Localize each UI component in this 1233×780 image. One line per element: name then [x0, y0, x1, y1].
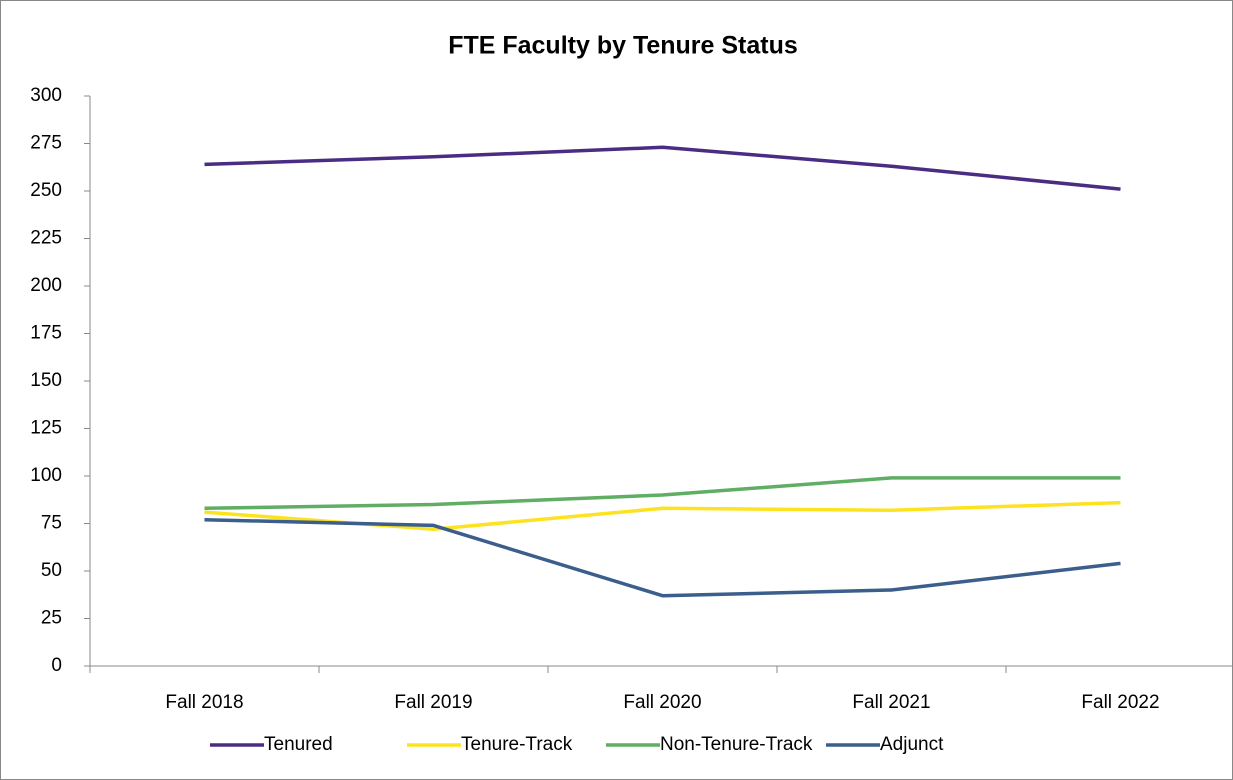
y-tick-label: 125: [30, 418, 62, 439]
legend-label: Non-Tenure-Track: [660, 734, 813, 755]
series-line: [204, 517, 1121, 598]
y-tick-label: 200: [30, 275, 62, 296]
legend-label: Tenured: [264, 734, 333, 755]
chart-title: FTE Faculty by Tenure Status: [448, 32, 798, 60]
legend-label: Adjunct: [880, 734, 944, 755]
y-tick-label: 250: [30, 180, 62, 201]
y-tick-label: 225: [30, 228, 62, 249]
y-tick-label: 75: [41, 513, 62, 534]
x-tick-label: Fall 2018: [165, 692, 243, 713]
y-tick-label: 0: [51, 655, 62, 676]
x-tick-label: Fall 2020: [623, 692, 701, 713]
series-line: [204, 145, 1121, 191]
y-tick-label: 50: [41, 560, 62, 581]
y-tick-label: 175: [30, 323, 62, 344]
y-tick-label: 25: [41, 608, 62, 629]
x-tick-label: Fall 2019: [394, 692, 472, 713]
y-tick-label: 100: [30, 465, 62, 486]
y-tick-label: 150: [30, 370, 62, 391]
y-tick-label: 275: [30, 133, 62, 154]
series-line: [204, 476, 1121, 511]
legend-label: Tenure-Track: [461, 734, 573, 755]
x-tick-label: Fall 2021: [852, 692, 930, 713]
x-tick-label: Fall 2022: [1081, 692, 1159, 713]
y-tick-label: 300: [30, 85, 62, 106]
